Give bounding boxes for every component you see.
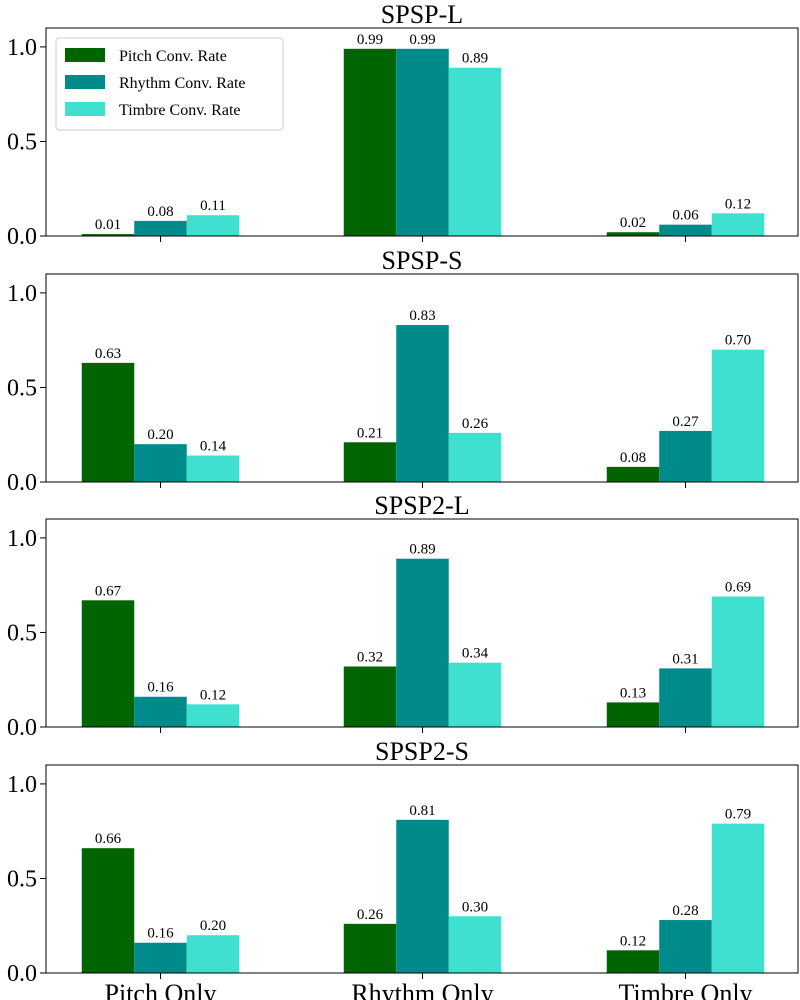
legend-swatch	[65, 102, 105, 116]
bar-1-1-2	[343, 48, 397, 236]
bar-value-label: 0.34	[462, 646, 489, 662]
bar-value-label: 0.69	[725, 580, 751, 596]
bar-value-label: 0.63	[95, 346, 121, 362]
x-tick-label: Rhythm Only	[351, 979, 493, 1000]
bar-value-label: 0.70	[725, 333, 751, 349]
legend-swatch	[65, 48, 105, 62]
bar-3-3-2	[448, 662, 502, 727]
y-tick-label: 0.5	[7, 620, 37, 646]
bar-value-label: 0.67	[95, 583, 122, 599]
bar-3-3-3	[711, 596, 765, 727]
legend-entry-label: Rhythm Conv. Rate	[119, 75, 246, 92]
y-tick-label: 0.0	[7, 961, 37, 987]
x-tick-label: Timbre Only	[618, 979, 752, 1000]
bar-value-label: 0.12	[725, 196, 751, 212]
bar-1-2-3	[659, 224, 712, 236]
bar-value-label: 0.26	[462, 416, 489, 432]
bar-value-label: 0.99	[357, 32, 383, 48]
bar-value-label: 0.16	[147, 926, 174, 942]
bar-3-2-2	[396, 558, 449, 727]
bar-value-label: 0.20	[200, 918, 226, 934]
bar-value-label: 0.01	[95, 217, 121, 233]
bar-4-2-3	[659, 920, 712, 973]
bar-value-label: 0.27	[672, 414, 699, 430]
bar-value-label: 0.89	[409, 542, 435, 558]
bar-1-1-3	[606, 232, 660, 236]
bar-value-label: 0.21	[357, 425, 383, 441]
y-tick-label: 0.0	[7, 470, 37, 496]
y-tick-label: 0.0	[7, 224, 37, 250]
panel-title: SPSP-S	[382, 246, 463, 275]
y-tick-label: 1.0	[7, 281, 37, 307]
bar-2-2-2	[396, 325, 449, 482]
bar-1-3-1	[186, 215, 240, 236]
bar-value-label: 0.32	[357, 649, 383, 665]
bar-4-2-2	[396, 819, 449, 973]
y-tick-label: 1.0	[7, 772, 37, 798]
bar-4-1-1	[81, 848, 135, 973]
bar-2-1-3	[606, 466, 660, 482]
bar-4-3-2	[448, 916, 502, 973]
bar-value-label: 0.81	[409, 803, 435, 819]
bar-1-2-2	[396, 48, 449, 236]
bar-value-label: 0.08	[620, 450, 646, 466]
bar-value-label: 0.14	[200, 439, 227, 455]
bar-1-3-2	[448, 67, 502, 236]
bar-value-label: 0.30	[462, 899, 488, 915]
bar-2-3-1	[186, 455, 240, 482]
bar-value-label: 0.02	[620, 215, 646, 231]
legend-entry-label: Timbre Conv. Rate	[119, 102, 240, 119]
bar-3-3-1	[186, 704, 240, 727]
bar-1-1-1	[81, 234, 135, 236]
y-tick-label: 0.5	[7, 129, 37, 155]
bar-value-label: 0.66	[95, 831, 122, 847]
bar-3-1-2	[343, 666, 397, 727]
bar-4-2-1	[134, 942, 187, 973]
bar-3-1-1	[81, 600, 135, 727]
bar-4-3-3	[711, 823, 765, 973]
bar-value-label: 0.13	[620, 685, 646, 701]
panel-title: SPSP-L	[381, 0, 463, 29]
bar-value-label: 0.11	[200, 198, 226, 214]
bar-2-1-1	[81, 362, 135, 482]
bar-value-label: 0.99	[409, 32, 435, 48]
bar-value-label: 0.31	[672, 651, 698, 667]
panel-title: SPSP2-S	[375, 737, 469, 766]
y-tick-label: 0.5	[7, 866, 37, 892]
bar-2-1-2	[343, 442, 397, 482]
bar-value-label: 0.28	[672, 903, 698, 919]
bar-3-1-3	[606, 702, 660, 727]
bar-value-label: 0.26	[357, 907, 384, 923]
bar-4-3-1	[186, 935, 240, 973]
y-tick-label: 1.0	[7, 35, 37, 61]
bar-value-label: 0.12	[620, 933, 646, 949]
y-tick-label: 0.0	[7, 715, 37, 741]
legend-box	[55, 37, 284, 131]
y-tick-label: 1.0	[7, 526, 37, 552]
legend-swatch	[65, 75, 105, 89]
bar-value-label: 0.83	[409, 308, 435, 324]
bar-3-2-3	[659, 668, 712, 727]
bar-4-1-3	[606, 950, 660, 973]
bar-2-2-3	[659, 430, 712, 482]
bar-2-3-3	[711, 349, 765, 482]
bar-1-2-1	[134, 220, 187, 236]
bar-value-label: 0.20	[147, 427, 173, 443]
legend-entry-label: Pitch Conv. Rate	[119, 48, 227, 65]
bar-2-2-1	[134, 444, 187, 482]
bar-4-1-2	[343, 923, 397, 973]
x-tick-label: Pitch Only	[105, 979, 217, 1000]
bar-1-3-3	[711, 213, 765, 236]
panel-title: SPSP2-L	[374, 491, 469, 520]
y-tick-label: 0.5	[7, 375, 37, 401]
bar-value-label: 0.16	[147, 680, 174, 696]
bar-value-label: 0.06	[672, 208, 699, 224]
bar-value-label: 0.12	[200, 687, 226, 703]
bar-2-3-2	[448, 432, 502, 482]
bar-value-label: 0.08	[147, 204, 173, 220]
bar-3-2-1	[134, 696, 187, 727]
bar-value-label: 0.89	[462, 51, 488, 67]
bar-value-label: 0.79	[725, 807, 751, 823]
